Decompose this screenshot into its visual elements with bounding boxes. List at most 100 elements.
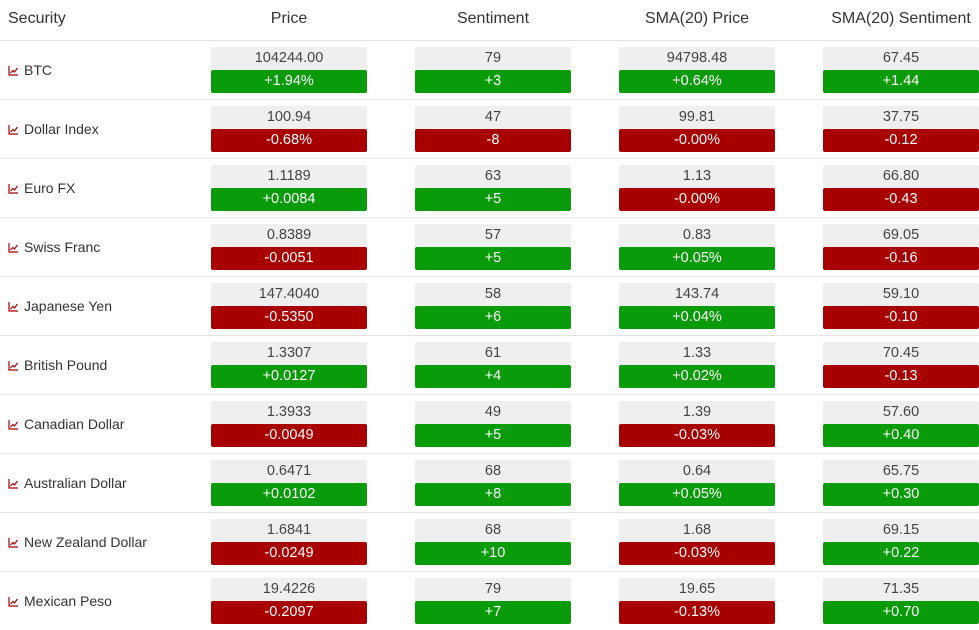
sentiment-value: 61 [415,342,571,365]
sma-price-value: 0.83 [619,224,775,247]
sma-price-change: +0.02% [619,365,775,388]
table-row: Swiss Franc 0.8389 -0.0051 57 +5 0.83 +0.05% 69… [0,218,979,277]
sma-price-cell: 99.81 -0.00% [619,106,775,152]
sentiment-value: 49 [415,401,571,424]
sentiment-value: 79 [415,47,571,70]
sentiment-cell: 68 +8 [415,460,571,506]
sentiment-change: +6 [415,306,571,329]
price-cell: 19.4226 -0.2097 [211,578,367,624]
sma-price-change: -0.03% [619,424,775,447]
price-change: -0.0049 [211,424,367,447]
table-row: Australian Dollar 0.6471 +0.0102 68 +8 0.64 +0… [0,454,979,513]
sentiment-value: 58 [415,283,571,306]
sma-sentiment-cell: 66.80 -0.43 [823,165,979,211]
table-body: BTC 104244.00 +1.94% 79 +3 94798.48 +0.64% 67.4… [0,41,979,630]
sma-price-value: 1.68 [619,519,775,542]
sma-price-change: -0.00% [619,129,775,152]
sentiment-change: +7 [415,601,571,624]
chart-icon [8,419,18,430]
price-change: +1.94% [211,70,367,93]
table-row: Japanese Yen 147.4040 -0.5350 58 +6 143.74 +0.… [0,277,979,336]
sma-sentiment-value: 57.60 [823,401,979,424]
price-cell: 1.1189 +0.0084 [211,165,367,211]
sma-sentiment-change: -0.16 [823,247,979,270]
sma-sentiment-change: +0.30 [823,483,979,506]
chart-icon [8,596,18,607]
table-row: BTC 104244.00 +1.94% 79 +3 94798.48 +0.64% 67.4… [0,41,979,100]
security-link[interactable]: Canadian Dollar [8,395,124,453]
sentiment-change: -8 [415,129,571,152]
sentiment-change: +5 [415,188,571,211]
chart-icon [8,360,18,371]
sma-price-value: 94798.48 [619,47,775,70]
price-cell: 104244.00 +1.94% [211,47,367,93]
sma-price-cell: 94798.48 +0.64% [619,47,775,93]
sma-sentiment-cell: 57.60 +0.40 [823,401,979,447]
security-name: Euro FX [24,180,76,196]
sma-sentiment-cell: 69.15 +0.22 [823,519,979,565]
price-change: +0.0102 [211,483,367,506]
sma-sentiment-cell: 37.75 -0.12 [823,106,979,152]
price-cell: 100.94 -0.68% [211,106,367,152]
security-link[interactable]: New Zealand Dollar [8,513,147,571]
sma-price-change: +0.64% [619,70,775,93]
sma-sentiment-cell: 71.35 +0.70 [823,578,979,624]
sma-price-cell: 0.83 +0.05% [619,224,775,270]
chart-icon [8,65,18,76]
security-link[interactable]: Euro FX [8,159,75,217]
sentiment-change: +4 [415,365,571,388]
price-change: -0.0249 [211,542,367,565]
price-change: -0.0051 [211,247,367,270]
price-cell: 1.3307 +0.0127 [211,342,367,388]
price-cell: 147.4040 -0.5350 [211,283,367,329]
table-row: Mexican Peso 19.4226 -0.2097 79 +7 19.65 -0.13… [0,572,979,630]
chart-icon [8,242,18,253]
price-value: 1.3307 [211,342,367,365]
sma-sentiment-cell: 59.10 -0.10 [823,283,979,329]
sma-sentiment-cell: 69.05 -0.16 [823,224,979,270]
sma-sentiment-value: 71.35 [823,578,979,601]
sma-price-value: 99.81 [619,106,775,129]
price-cell: 1.3933 -0.0049 [211,401,367,447]
security-link[interactable]: Japanese Yen [8,277,112,335]
price-value: 1.6841 [211,519,367,542]
sma-sentiment-change: +0.70 [823,601,979,624]
price-change: -0.68% [211,129,367,152]
table-row: Euro FX 1.1189 +0.0084 63 +5 1.13 -0.00% 66.80-… [0,159,979,218]
price-value: 0.8389 [211,224,367,247]
price-value: 147.4040 [211,283,367,306]
chart-icon [8,301,18,312]
security-link[interactable]: Australian Dollar [8,454,127,512]
sentiment-cell: 79 +7 [415,578,571,624]
sentiment-cell: 49 +5 [415,401,571,447]
chart-icon [8,183,18,194]
table-row: Dollar Index 100.94 -0.68% 47 -8 99.81 -0.00% 3… [0,100,979,159]
sma-price-cell: 143.74 +0.04% [619,283,775,329]
security-name: Canadian Dollar [24,416,125,432]
sentiment-cell: 58 +6 [415,283,571,329]
sma-sentiment-change: -0.10 [823,306,979,329]
sma-price-value: 0.64 [619,460,775,483]
price-change: +0.0084 [211,188,367,211]
price-value: 104244.00 [211,47,367,70]
sentiment-cell: 47 -8 [415,106,571,152]
sma-price-change: +0.05% [619,247,775,270]
security-name: Mexican Peso [24,593,112,609]
sma-price-change: -0.00% [619,188,775,211]
security-link[interactable]: BTC [8,41,52,99]
table-row: New Zealand Dollar 1.6841 -0.0249 68 +10 1.68… [0,513,979,572]
chart-icon [8,124,18,135]
sma-sentiment-value: 65.75 [823,460,979,483]
security-link[interactable]: Mexican Peso [8,572,112,630]
sma-price-change: -0.13% [619,601,775,624]
sentiment-cell: 61 +4 [415,342,571,388]
sma-price-cell: 1.39 -0.03% [619,401,775,447]
table-row: Canadian Dollar 1.3933 -0.0049 49 +5 1.39 -0.0… [0,395,979,454]
security-link[interactable]: Dollar Index [8,100,99,158]
table-header: Security Price Sentiment SMA(20) Price S… [0,0,979,41]
sma-sentiment-value: 66.80 [823,165,979,188]
sentiment-cell: 68 +10 [415,519,571,565]
security-link[interactable]: British Pound [8,336,107,394]
sentiment-cell: 57 +5 [415,224,571,270]
security-link[interactable]: Swiss Franc [8,218,100,276]
